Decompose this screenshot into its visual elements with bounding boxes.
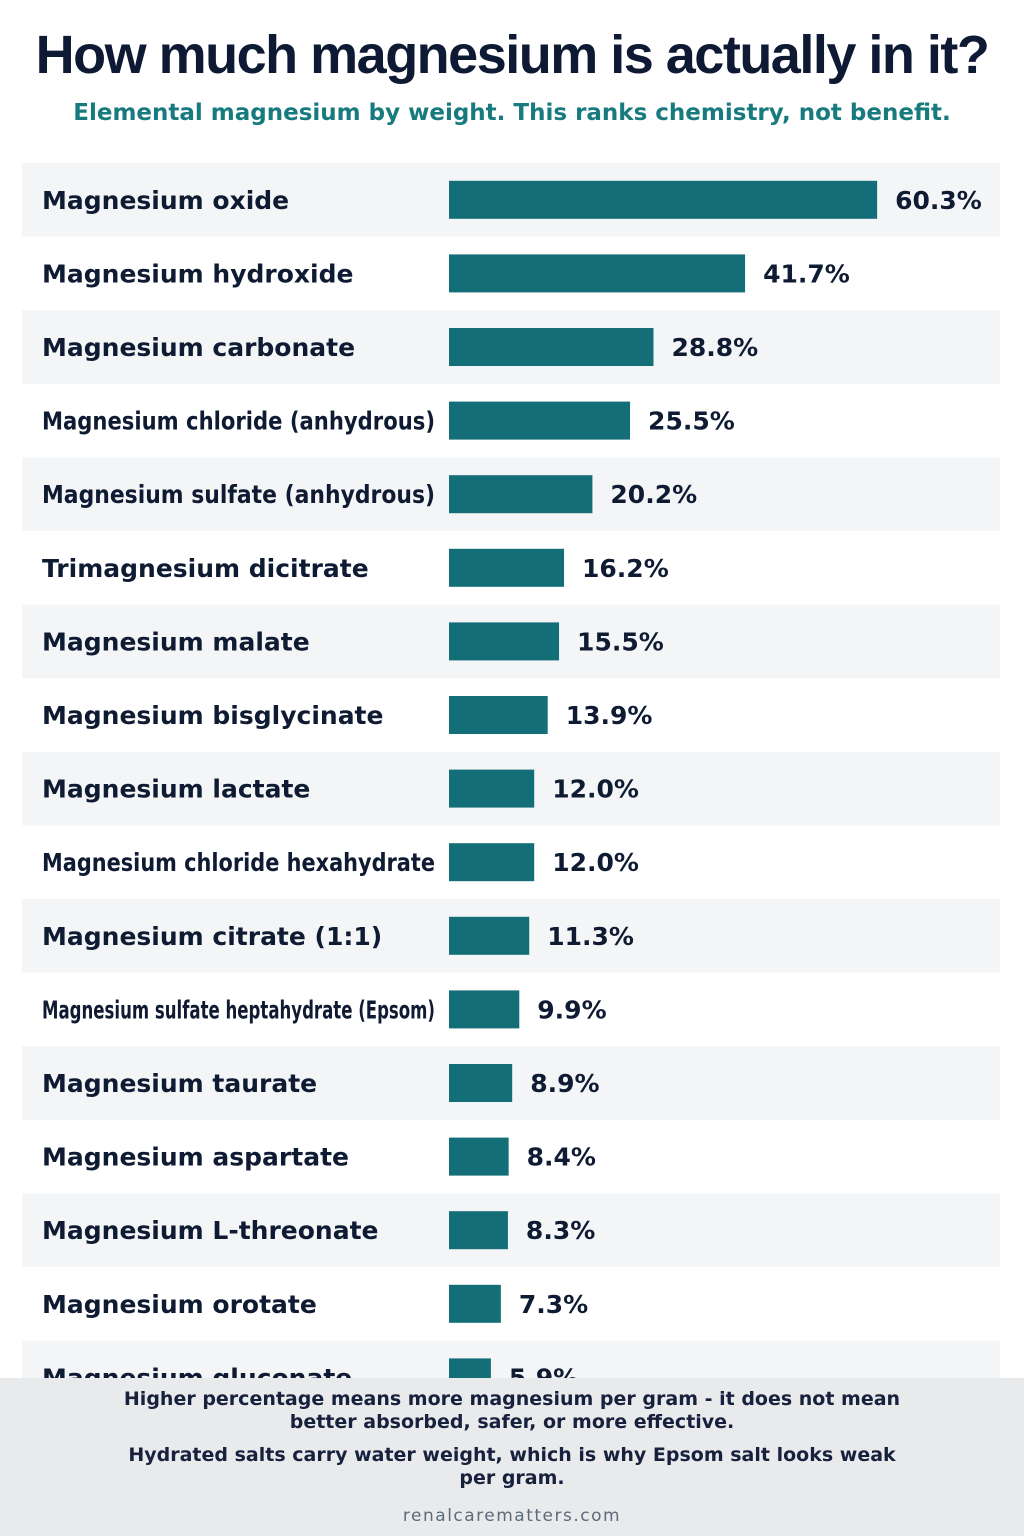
category-label: Magnesium orotate	[42, 1290, 317, 1319]
category-label: Magnesium citrate (1:1)	[42, 922, 382, 951]
category-label: Magnesium hydroxide	[42, 259, 353, 288]
bar-chart: Magnesium oxide 60.3% Magnesium hydroxide 4…	[22, 163, 1000, 1378]
category-label: Magnesium carbonate	[42, 333, 355, 362]
bar	[449, 328, 654, 366]
category-label: Magnesium oxide	[42, 186, 289, 215]
bar	[449, 1137, 509, 1176]
category-label: Magnesium gluconate	[42, 1363, 352, 1378]
category-label: Magnesium chloride hexahydrate	[42, 848, 435, 877]
category-label: Magnesium sulfate (anhydrous)	[42, 480, 435, 509]
bar	[449, 843, 535, 882]
value-label: 41.7%	[763, 259, 850, 288]
chart-title: How much magnesium is actually in it?	[35, 25, 990, 85]
bar	[449, 1358, 491, 1378]
category-label: Magnesium lactate	[42, 775, 310, 804]
bar	[449, 475, 593, 514]
bar	[449, 401, 631, 440]
value-label: 9.9%	[537, 995, 606, 1024]
bar	[449, 696, 548, 734]
value-label: 25.5%	[648, 407, 735, 436]
bar	[449, 622, 560, 661]
bar	[449, 180, 878, 219]
bar	[449, 990, 520, 1029]
value-label: 15.5%	[577, 627, 664, 656]
value-label: 28.8%	[671, 333, 758, 362]
value-label: 12.0%	[552, 775, 639, 804]
category-label: Trimagnesium dicitrate	[42, 554, 369, 583]
value-label: 5.9%	[509, 1363, 578, 1378]
value-label: 8.4%	[527, 1143, 596, 1172]
row-stripe	[22, 1193, 1000, 1267]
bar	[449, 916, 530, 955]
value-label: 7.3%	[519, 1290, 588, 1319]
chart-subtitle: Elemental magnesium by weight. This rank…	[73, 100, 951, 126]
bar	[449, 1211, 508, 1250]
value-label: 8.3%	[526, 1216, 595, 1245]
value-label: 16.2%	[582, 554, 669, 583]
value-label: 60.3%	[895, 186, 982, 215]
bar	[449, 769, 535, 808]
footer-note-hydrated: Hydrated salts carry water weight, which…	[128, 1444, 896, 1489]
footer-note-percentage: Higher percentage means more magnesium p…	[123, 1388, 901, 1433]
value-label: 12.0%	[552, 848, 639, 877]
category-label: Magnesium taurate	[42, 1069, 317, 1098]
row-stripe	[22, 1340, 1000, 1378]
footer-panel: Higher percentage means more magnesium p…	[0, 1378, 1024, 1536]
category-label: Magnesium aspartate	[42, 1143, 349, 1172]
source-credit: renalcarematters.com	[402, 1506, 622, 1526]
bar	[449, 254, 746, 293]
value-label: 13.9%	[566, 701, 653, 730]
category-label: Magnesium L-threonate	[42, 1216, 379, 1245]
bar	[449, 1284, 501, 1323]
category-label: Magnesium chloride (anhydrous)	[42, 407, 435, 436]
category-label: Magnesium sulfate heptahydrate (Epsom)	[42, 995, 435, 1024]
value-label: 20.2%	[610, 480, 697, 509]
value-label: 8.9%	[530, 1069, 599, 1098]
bar	[449, 548, 565, 587]
bar	[449, 1064, 513, 1102]
value-label: 11.3%	[547, 922, 634, 951]
category-label: Magnesium malate	[42, 627, 310, 656]
category-label: Magnesium bisglycinate	[42, 701, 383, 730]
